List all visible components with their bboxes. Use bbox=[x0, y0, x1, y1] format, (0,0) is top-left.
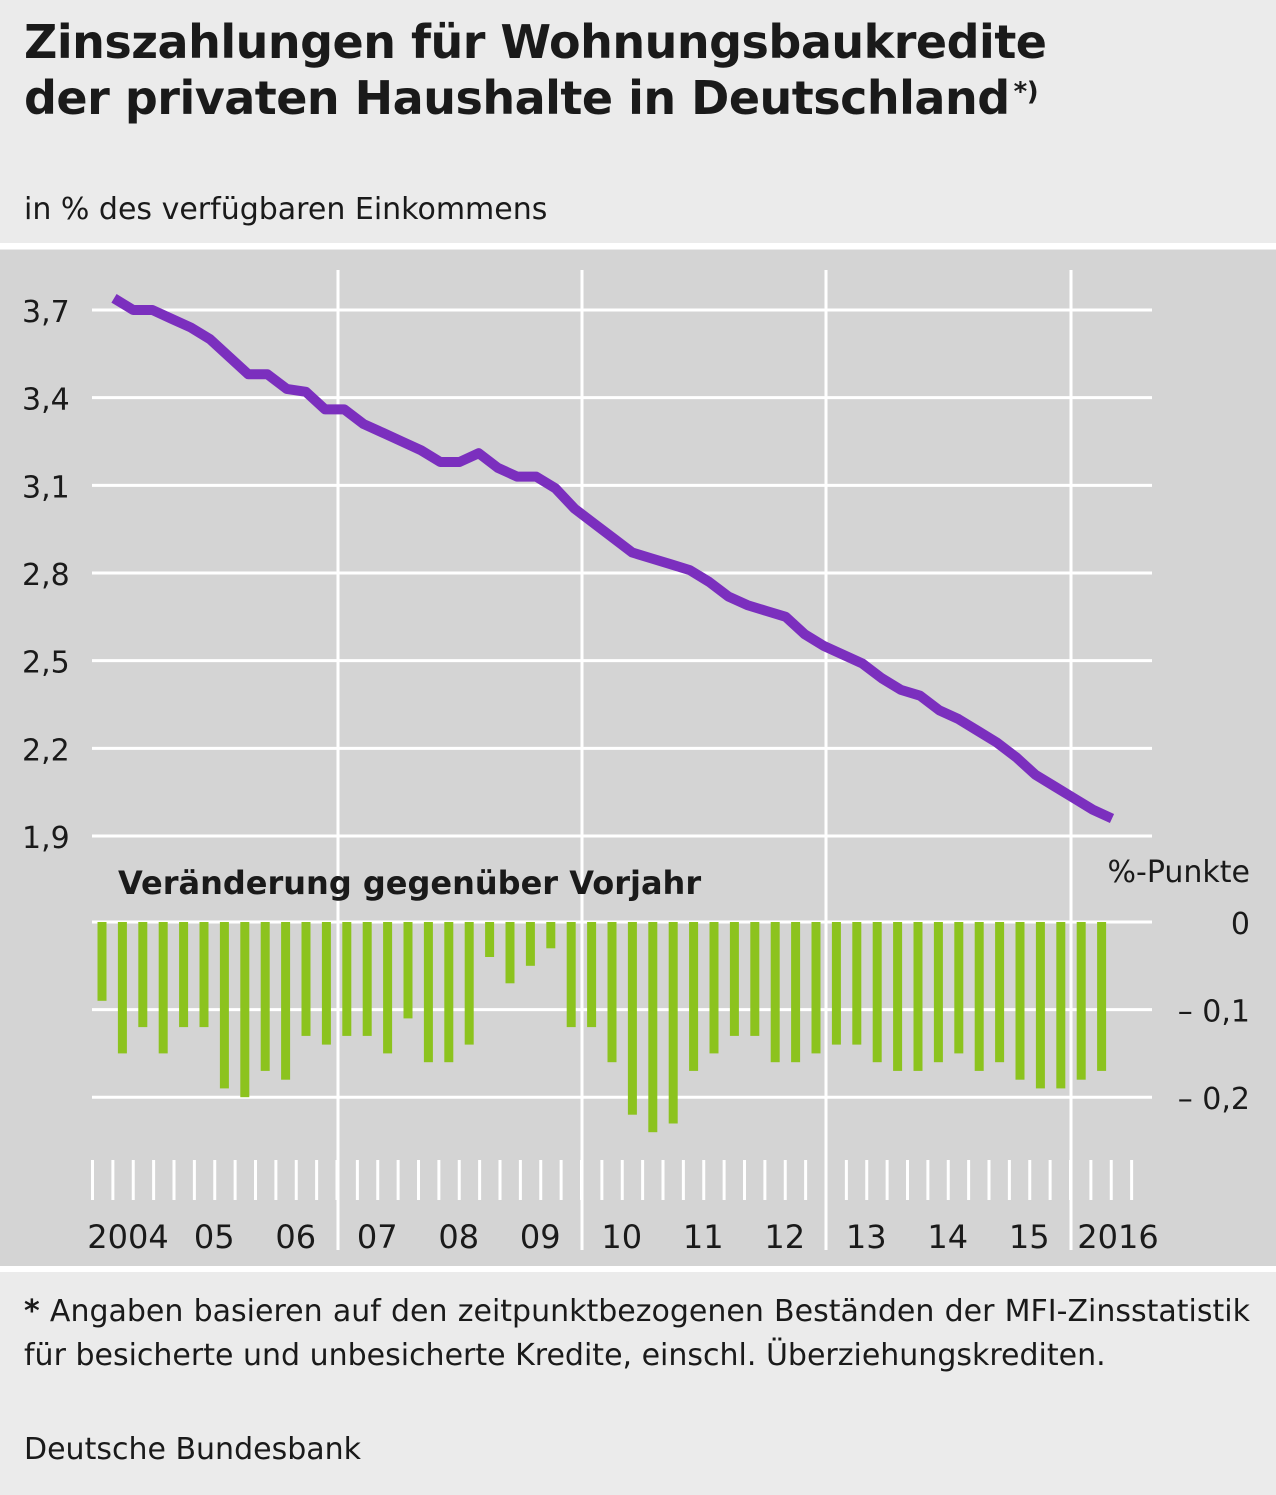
title-footnote-marker: *) bbox=[1013, 77, 1039, 107]
bar bbox=[525, 922, 535, 966]
x-year-label: 08 bbox=[438, 1218, 479, 1256]
bar bbox=[546, 922, 556, 949]
bar bbox=[1097, 922, 1107, 1071]
x-year-label: 14 bbox=[927, 1218, 968, 1256]
title-line-2: der privaten Haushalte in Deutschland bbox=[24, 71, 1010, 125]
bar bbox=[750, 922, 760, 1036]
footnote-text: Angaben basieren auf den zeitpunktbezoge… bbox=[24, 1294, 1250, 1373]
bar bbox=[179, 922, 189, 1028]
bar bbox=[485, 922, 495, 957]
bar bbox=[281, 922, 291, 1080]
bar bbox=[240, 922, 250, 1098]
bar bbox=[831, 922, 841, 1045]
bar bbox=[464, 922, 474, 1045]
line-y-tick-label: 3,1 bbox=[22, 470, 70, 505]
bar-chart-title: Veränderung gegenüber Vorjahr bbox=[118, 864, 701, 902]
bar bbox=[995, 922, 1005, 1063]
line-y-tick-label: 2,2 bbox=[22, 733, 70, 768]
x-year-label: 05 bbox=[194, 1218, 235, 1256]
line-y-tick-label: 3,4 bbox=[22, 383, 70, 418]
bar bbox=[342, 922, 352, 1036]
bar bbox=[219, 922, 229, 1089]
x-year-label: 12 bbox=[764, 1218, 805, 1256]
source-label: Deutsche Bundesbank bbox=[24, 1432, 362, 1467]
bar bbox=[933, 922, 943, 1063]
bar bbox=[505, 922, 515, 984]
bar bbox=[954, 922, 964, 1054]
bar bbox=[1056, 922, 1066, 1089]
bar bbox=[138, 922, 148, 1028]
bars-layer bbox=[97, 922, 1107, 1133]
labels-layer: 3,7 3,4 3,1 2,8 2,5 2,2 1,9 0 – 0,1 – 0,2 Veränder… bbox=[22, 295, 1250, 1256]
line-series bbox=[111, 294, 1115, 824]
x-year-label: 13 bbox=[846, 1218, 887, 1256]
chart-subtitle: in % des verfügbaren Einkommens bbox=[24, 192, 548, 227]
bar bbox=[444, 922, 454, 1063]
bar bbox=[1035, 922, 1045, 1089]
plot-background bbox=[0, 250, 1276, 1266]
bar bbox=[423, 922, 433, 1063]
bar-y-tick-label: – 0,1 bbox=[1178, 995, 1250, 1030]
x-year-label: 10 bbox=[601, 1218, 642, 1256]
bar bbox=[321, 922, 331, 1045]
separator-top bbox=[0, 243, 1276, 249]
bar bbox=[260, 922, 270, 1071]
x-year-label: 2016 bbox=[1077, 1218, 1158, 1256]
x-year-label: 11 bbox=[683, 1218, 724, 1256]
line-y-tick-label: 2,5 bbox=[22, 646, 70, 681]
x-year-label: 2004 bbox=[87, 1218, 168, 1256]
title-line-1: Zinszahlungen für Wohnungsbaukredite bbox=[24, 15, 1047, 69]
bar bbox=[689, 922, 699, 1071]
bar bbox=[648, 922, 658, 1133]
x-year-label: 09 bbox=[520, 1218, 561, 1256]
line-y-tick-label: 3,7 bbox=[22, 295, 70, 330]
bar bbox=[403, 922, 413, 1019]
bar-y-tick-label: – 0,2 bbox=[1178, 1082, 1250, 1117]
ticks-layer bbox=[91, 1160, 1134, 1200]
bar bbox=[872, 922, 882, 1063]
bar-y-tick-label: 0 bbox=[1231, 907, 1250, 942]
grid-layer bbox=[92, 270, 1152, 1250]
bar bbox=[668, 922, 678, 1124]
bar bbox=[1076, 922, 1086, 1080]
line-y-tick-label: 2,8 bbox=[22, 558, 70, 593]
bar bbox=[383, 922, 393, 1054]
x-year-label: 07 bbox=[357, 1218, 398, 1256]
bar bbox=[893, 922, 903, 1071]
line-y-tick-label: 1,9 bbox=[22, 821, 70, 856]
bar bbox=[1015, 922, 1025, 1080]
chart-area: 3,7 3,4 3,1 2,8 2,5 2,2 1,9 0 – 0,1 – 0,2 Veränder… bbox=[0, 250, 1276, 1266]
bar bbox=[117, 922, 127, 1054]
bar bbox=[791, 922, 801, 1063]
bar bbox=[770, 922, 780, 1063]
x-year-label: 15 bbox=[1009, 1218, 1050, 1256]
x-year-label: 06 bbox=[275, 1218, 316, 1256]
chart-title: Zinszahlungen für Wohnungsbaukredite der… bbox=[24, 14, 1254, 126]
bar bbox=[811, 922, 821, 1054]
separator-bottom bbox=[0, 1266, 1276, 1272]
bar bbox=[199, 922, 209, 1028]
bar bbox=[607, 922, 617, 1063]
bar bbox=[97, 922, 107, 1001]
bar bbox=[709, 922, 719, 1054]
bar bbox=[566, 922, 576, 1028]
bar bbox=[627, 922, 637, 1115]
footnote-marker: * bbox=[24, 1294, 40, 1329]
bar bbox=[852, 922, 862, 1045]
bar bbox=[158, 922, 168, 1054]
footnote: * Angaben basieren auf den zeitpunktbezo… bbox=[24, 1290, 1250, 1378]
bar bbox=[974, 922, 984, 1071]
bar bbox=[301, 922, 311, 1036]
bar bbox=[362, 922, 372, 1036]
bar bbox=[587, 922, 597, 1028]
bar bbox=[729, 922, 739, 1036]
bar-unit-label: %-Punkte bbox=[1107, 855, 1250, 890]
bar bbox=[913, 922, 923, 1071]
line-layer bbox=[111, 294, 1115, 824]
